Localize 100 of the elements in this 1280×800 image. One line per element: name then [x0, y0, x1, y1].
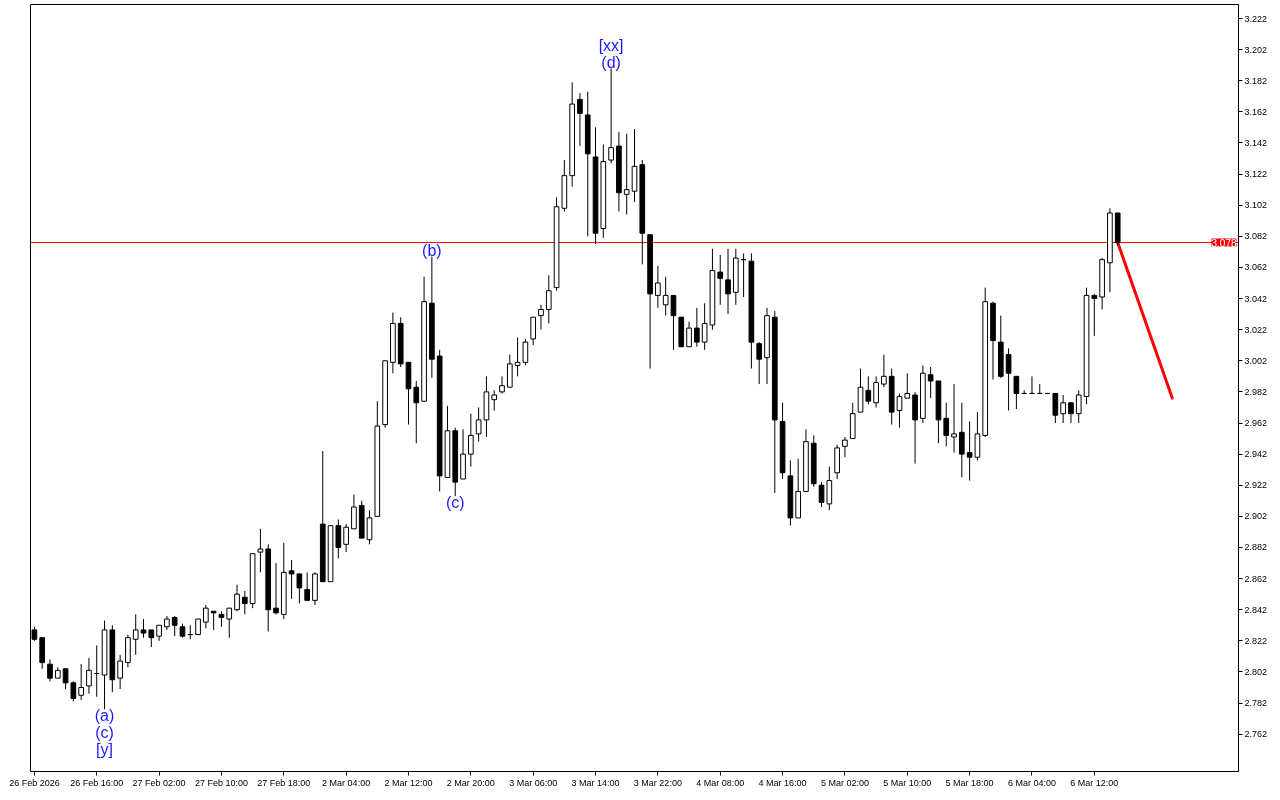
candlestick	[881, 354, 887, 388]
x-tick-label: 2 Mar 12:00	[384, 777, 433, 788]
annotation: (d)	[601, 53, 621, 71]
candlestick	[132, 613, 139, 656]
candlestick	[951, 383, 957, 454]
y-tick-label: 2.862	[1244, 573, 1268, 584]
x-tick-label: 2 Mar 04:00	[322, 777, 371, 788]
candlestick	[1013, 375, 1020, 410]
ref-line-label: 3.078	[1211, 237, 1237, 249]
annotation: (b)	[422, 242, 442, 260]
x-tick-label: 5 Mar 10:00	[883, 777, 932, 788]
candlestick	[1075, 389, 1082, 424]
y-tick-label: 3.022	[1244, 324, 1268, 335]
candlestick	[117, 654, 123, 690]
candlestick	[694, 307, 700, 348]
candlestick	[343, 523, 349, 553]
x-tick-label: 6 Mar 04:00	[1007, 777, 1056, 788]
candlestick	[468, 413, 474, 468]
candlestick	[203, 604, 209, 629]
candlestick	[491, 389, 498, 412]
x-tick-label: 27 Feb 18:00	[257, 777, 311, 788]
x-tick-label: 2 Mar 20:00	[446, 777, 495, 788]
x-tick-label: 26 Feb 16:00	[70, 777, 124, 788]
candlestick	[86, 657, 92, 695]
candlestick	[273, 562, 279, 615]
y-tick-label: 3.222	[1244, 13, 1268, 24]
candlestick	[351, 494, 357, 530]
candlestick	[241, 590, 248, 615]
y-tick-label: 2.782	[1244, 698, 1268, 709]
y-tick-label: 2.902	[1244, 511, 1268, 522]
candlestick	[1005, 347, 1012, 412]
annotation: (c)	[445, 493, 465, 511]
candlestick	[171, 615, 178, 637]
candlestick	[78, 663, 84, 701]
candlestick	[1060, 394, 1066, 424]
x-tick-label: 27 Feb 10:00	[194, 777, 248, 788]
candlestick	[904, 372, 911, 399]
y-tick-label: 2.842	[1244, 604, 1268, 615]
candlestick	[70, 680, 77, 702]
y-tick-label: 2.882	[1244, 542, 1268, 553]
candlestick	[842, 436, 848, 458]
candlestick	[234, 584, 240, 612]
candlestick	[514, 336, 521, 377]
y-tick-label: 3.002	[1244, 355, 1268, 366]
x-tick-label: 5 Mar 02:00	[820, 777, 869, 788]
candlestick	[725, 248, 731, 315]
candlestick	[958, 402, 965, 478]
candlestick	[413, 380, 420, 444]
y-tick-label: 2.962	[1244, 418, 1268, 429]
candlestick	[366, 509, 373, 545]
candlestick	[522, 338, 529, 366]
annotation: [xx]	[598, 36, 624, 54]
candlestick	[530, 316, 537, 346]
annotation: (a)	[94, 706, 115, 724]
candlestick	[140, 618, 147, 639]
y-tick-label: 2.942	[1244, 449, 1268, 460]
y-tick-label: 2.802	[1244, 666, 1268, 677]
candlestick	[226, 607, 233, 639]
candlestick	[927, 366, 934, 399]
candlestick	[1052, 392, 1059, 424]
x-tick-label: 4 Mar 16:00	[758, 777, 807, 788]
y-tick-label: 3.082	[1244, 231, 1268, 242]
y-tick-label: 3.042	[1244, 293, 1268, 304]
x-tick-label: 3 Mar 14:00	[571, 777, 620, 788]
candlestick	[686, 321, 692, 348]
candlestick	[304, 571, 311, 601]
candlestick	[296, 573, 303, 604]
y-tick-label: 2.982	[1244, 386, 1268, 397]
y-tick-label: 3.202	[1244, 44, 1268, 55]
y-tick-label: 2.922	[1244, 480, 1268, 491]
x-tick-label: 26 Feb 2026	[9, 777, 60, 788]
candlestick	[1068, 402, 1074, 424]
candlestick	[257, 528, 264, 573]
y-tick-label: 3.102	[1244, 200, 1268, 211]
annotation: [y]	[96, 740, 113, 758]
x-tick-label: 27 Feb 02:00	[132, 777, 186, 788]
candlestick	[577, 92, 583, 147]
y-tick-label: 2.762	[1244, 729, 1268, 740]
candlestick	[943, 402, 950, 447]
y-tick-label: 3.062	[1244, 262, 1268, 273]
candlestick	[47, 658, 53, 682]
y-tick-label: 3.182	[1244, 75, 1268, 86]
candlestick	[545, 274, 552, 324]
candlestick	[655, 265, 661, 309]
candlestick	[475, 406, 482, 443]
y-tick-label: 3.142	[1244, 137, 1268, 148]
annotation: (c)	[95, 723, 114, 741]
x-tick-label: 4 Mar 08:00	[696, 777, 745, 788]
candlestick	[873, 375, 879, 408]
candlestick	[538, 304, 544, 331]
y-tick-label: 2.822	[1244, 635, 1268, 646]
y-tick-label: 3.122	[1244, 169, 1268, 180]
y-tick-label: 3.162	[1244, 106, 1268, 117]
candlestick	[623, 133, 630, 216]
candlestick	[756, 341, 763, 385]
candlestick	[506, 354, 513, 388]
x-tick-label: 3 Mar 22:00	[633, 777, 682, 788]
x-tick-label: 3 Mar 06:00	[509, 777, 558, 788]
candlestick	[62, 668, 69, 690]
x-tick-label: 5 Mar 18:00	[945, 777, 994, 788]
